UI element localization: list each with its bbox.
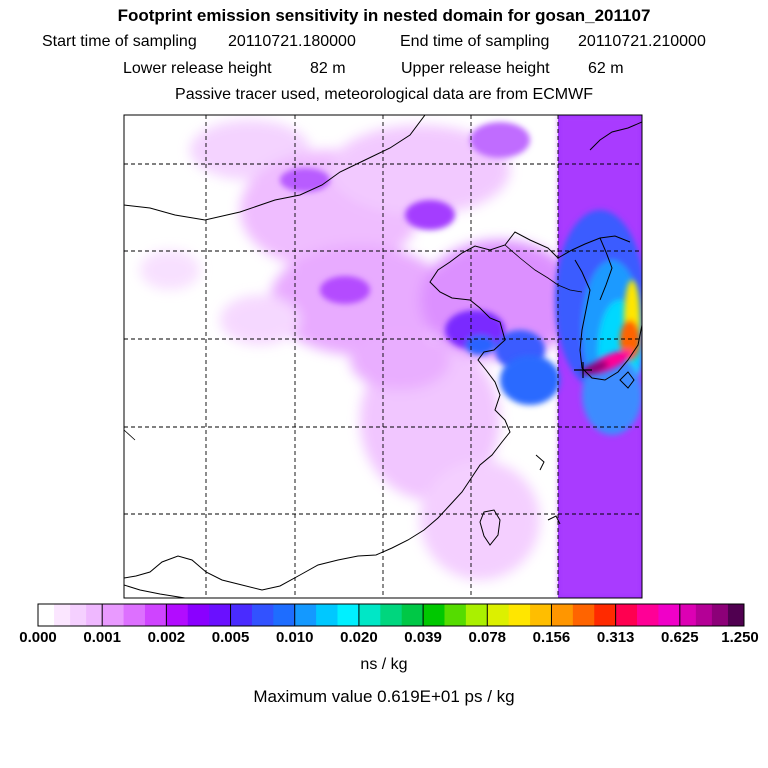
colorbar-swatch xyxy=(123,604,146,626)
colorbar-tick-label: 0.313 xyxy=(596,629,635,646)
colorbar-swatch xyxy=(530,604,552,626)
colorbar-swatch xyxy=(54,604,71,626)
end-time-value: 20110721.210000 xyxy=(578,33,706,50)
colorbar-swatch xyxy=(594,604,617,626)
lower-release-value: 82 m xyxy=(310,60,346,77)
colorbar-swatch xyxy=(658,604,681,626)
colorbar-swatch xyxy=(423,604,445,626)
colorbar-tick-label: 0.078 xyxy=(468,629,507,646)
colorbar-tick-label: 0.010 xyxy=(275,629,314,646)
colorbar-swatch xyxy=(166,604,189,626)
upper-release-value: 62 m xyxy=(588,60,624,77)
colorbar-swatch xyxy=(711,604,729,626)
colorbar-swatch xyxy=(637,604,659,626)
receptor-marker xyxy=(574,362,592,378)
colorbar-unit: ns / kg xyxy=(360,656,408,673)
colorbar-tick-label: 0.156 xyxy=(532,629,571,646)
colorbar-tick-label: 0.001 xyxy=(83,629,121,646)
colorbar-swatch xyxy=(401,604,424,626)
colorbar-swatch xyxy=(487,604,510,626)
colorbar-swatch xyxy=(358,604,381,626)
colorbar-swatch xyxy=(551,604,574,626)
coastlines xyxy=(124,115,642,598)
colorbar-swatch xyxy=(444,604,467,626)
colorbar-tick-label: 0.002 xyxy=(147,629,186,646)
graticule xyxy=(124,115,642,598)
colorbar-tick-label: 0.020 xyxy=(340,629,378,646)
tracer-note: Passive tracer used, meteorological data… xyxy=(175,86,593,103)
colorbar-tick-label: 0.625 xyxy=(661,629,699,646)
upper-release-label: Upper release height xyxy=(401,60,550,77)
colorbar-swatch xyxy=(70,604,87,626)
colorbar-frame xyxy=(37,603,745,627)
colorbar-swatch xyxy=(102,604,125,626)
colorbar-swatch xyxy=(251,604,274,626)
colorbar-tick-label: 1.250 xyxy=(721,629,759,646)
colorbar-swatch xyxy=(465,604,488,626)
start-time-value: 20110721.180000 xyxy=(228,33,356,50)
colorbar-swatch xyxy=(679,604,697,626)
end-time-label: End time of sampling xyxy=(400,33,550,50)
colorbar-swatch xyxy=(316,604,339,626)
colorbar-swatch xyxy=(294,604,317,626)
start-time-label: Start time of sampling xyxy=(42,33,197,50)
colorbar-swatch xyxy=(86,604,103,626)
colorbar-tick-label: 0.000 xyxy=(19,629,57,646)
map-frame xyxy=(123,114,643,599)
colorbar-tick-label: 0.039 xyxy=(404,629,442,646)
borders xyxy=(124,244,583,441)
colorbar-tick-label: 0.005 xyxy=(211,629,250,646)
colorbar-swatch xyxy=(337,604,360,626)
plot-title: Footprint emission sensitivity in nested… xyxy=(117,6,651,25)
colorbar-swatch xyxy=(727,604,745,626)
maximum-value: Maximum value 0.619E+01 ps / kg xyxy=(253,687,515,706)
colorbar-swatch xyxy=(209,604,232,626)
colorbar xyxy=(37,603,745,627)
colorbar-swatch xyxy=(230,604,253,626)
colorbar-swatch xyxy=(572,604,595,626)
lower-release-label: Lower release height xyxy=(123,60,272,77)
colorbar-swatch xyxy=(144,604,167,626)
colorbar-swatch xyxy=(615,604,638,626)
colorbar-swatch xyxy=(273,604,296,626)
colorbar-swatch xyxy=(38,604,55,626)
colorbar-swatch xyxy=(187,604,210,626)
colorbar-swatch xyxy=(508,604,531,626)
sensitivity-field xyxy=(124,115,642,598)
colorbar-swatch xyxy=(380,604,403,626)
colorbar-swatch xyxy=(695,604,713,626)
